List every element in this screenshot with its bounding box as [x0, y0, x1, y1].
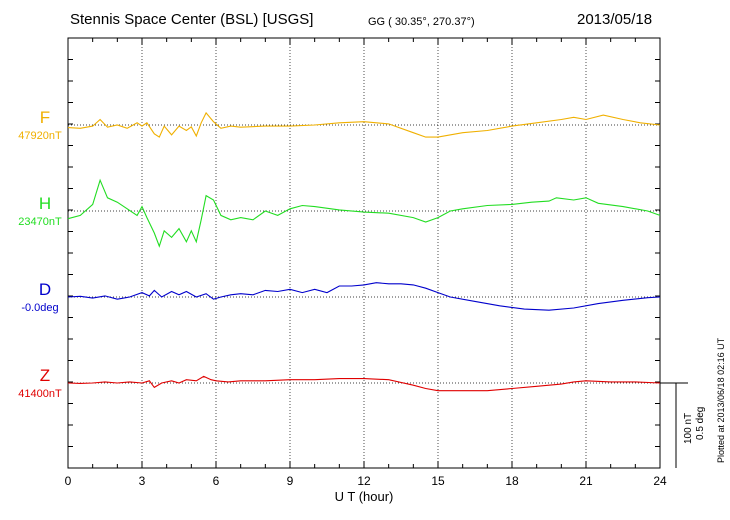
x-tick-label: 15: [431, 474, 445, 488]
series-line-h: [67, 178, 661, 248]
x-axis-label: U T (hour): [335, 489, 394, 504]
scale-label-deg: 0.5 deg: [695, 406, 706, 440]
station-coordinates: GG ( 30.35°, 270.37°): [368, 16, 475, 28]
series-line-d: [67, 282, 661, 311]
x-tick-label: 21: [579, 474, 593, 488]
scale-label-nt: 100 nT: [683, 412, 694, 444]
channel-baseline-h: 23470nT: [18, 216, 62, 228]
x-tick-label: 18: [505, 474, 519, 488]
plot-frame: [67, 37, 661, 469]
x-tick-label: 3: [139, 474, 146, 488]
x-tick-label: 0: [65, 474, 72, 488]
page-title: Stennis Space Center (BSL) [USGS]: [70, 11, 314, 28]
channel-label-z: Z: [39, 366, 51, 385]
channel-baseline-d: -0.0deg: [21, 302, 59, 314]
x-tick-label: 9: [287, 474, 294, 488]
x-tick-label: 12: [357, 474, 371, 488]
series-line-f: [67, 111, 661, 138]
channel-label-h: H: [38, 194, 52, 213]
channel-label-f: F: [39, 108, 51, 127]
channel-label-d: D: [38, 280, 52, 299]
channel-baseline-f: 47920nT: [18, 130, 62, 142]
channel-baseline-z: 41400nT: [18, 388, 62, 400]
plotted-note: Plotted at 2013/06/18 02:16 UT: [716, 337, 726, 463]
x-tick-label: 24: [653, 474, 667, 488]
chart-date: 2013/05/18: [577, 11, 653, 28]
x-tick-label: 6: [213, 474, 220, 488]
series-line-z: [67, 375, 661, 392]
